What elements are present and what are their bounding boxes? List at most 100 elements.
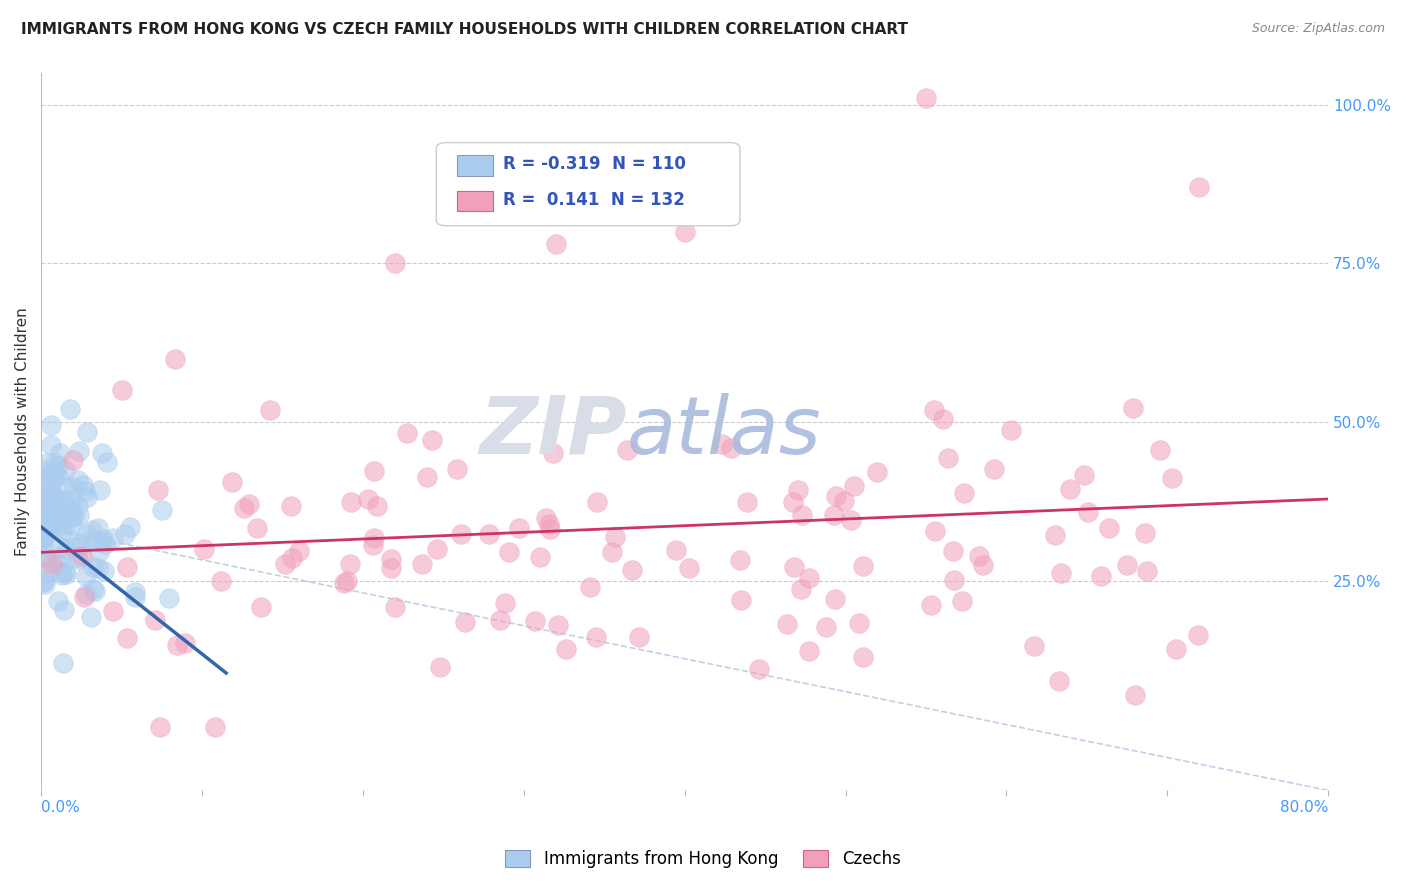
FancyBboxPatch shape [436, 143, 740, 226]
Point [1166, 641, 1188, 656]
Point [110, 384, 132, 398]
Point [53, 565, 76, 579]
Point [56, 480, 79, 494]
Text: IMMIGRANTS FROM HONG KONG VS CZECH FAMILY HOUSEHOLDS WITH CHILDREN CORRELATION C: IMMIGRANTS FROM HONG KONG VS CZECH FAMIL… [21, 22, 908, 37]
Point [32, 512, 55, 526]
Point [65, 540, 87, 554]
Point [1077, 505, 1099, 519]
Point [453, 615, 475, 630]
Point [953, 486, 976, 500]
Point [616, 442, 638, 457]
Point [55, 498, 77, 512]
Point [380, 551, 402, 566]
Point [75, 526, 97, 541]
Point [943, 573, 966, 587]
Point [46, 594, 69, 608]
Point [336, 574, 359, 588]
Point [380, 561, 402, 575]
Legend: Immigrants from Hong Kong, Czechs: Immigrants from Hong Kong, Czechs [499, 843, 907, 875]
Point [82, 560, 104, 574]
Point [67, 508, 90, 523]
Point [1050, 566, 1073, 580]
Point [586, 494, 609, 508]
Point [34, 577, 56, 591]
Point [605, 530, 627, 544]
Point [673, 225, 696, 239]
Point [32, 500, 55, 514]
Point [32, 531, 55, 545]
Point [32, 574, 55, 588]
Point [537, 516, 560, 531]
Point [38, 522, 60, 536]
Point [844, 478, 866, 492]
Point [790, 582, 813, 596]
Point [35, 517, 58, 532]
Point [823, 508, 845, 522]
Point [416, 470, 439, 484]
Point [45, 458, 67, 473]
Point [146, 483, 169, 497]
Point [1059, 482, 1081, 496]
Point [51, 506, 73, 520]
Point [508, 520, 530, 534]
Point [274, 557, 297, 571]
Point [1188, 180, 1211, 194]
Point [48, 519, 70, 533]
Point [259, 403, 281, 417]
Point [1090, 569, 1112, 583]
Point [32, 468, 55, 483]
Text: R = -0.319  N = 110: R = -0.319 N = 110 [503, 155, 686, 173]
Point [41, 557, 63, 571]
Point [39, 418, 62, 433]
Point [1149, 443, 1171, 458]
Point [37, 486, 59, 500]
Point [489, 613, 512, 627]
Point [839, 512, 862, 526]
Point [42, 472, 65, 486]
Point [87, 521, 110, 535]
Point [166, 638, 188, 652]
Point [157, 591, 180, 605]
Point [41, 489, 63, 503]
Point [411, 557, 433, 571]
Point [31, 511, 53, 525]
Point [1073, 467, 1095, 482]
Point [124, 590, 146, 604]
Point [84, 584, 107, 599]
Point [221, 475, 243, 489]
Point [920, 598, 942, 612]
Text: 80.0%: 80.0% [1279, 800, 1329, 815]
Point [233, 501, 256, 516]
Text: ZIP: ZIP [479, 392, 627, 471]
Point [59, 401, 82, 416]
Point [48, 507, 70, 521]
Point [34, 498, 56, 512]
Point [89, 483, 111, 498]
Point [31, 463, 53, 477]
Point [49, 540, 72, 554]
Point [38, 508, 60, 523]
Point [554, 642, 576, 657]
Point [824, 591, 846, 606]
Point [1135, 526, 1157, 541]
Point [280, 500, 302, 514]
Point [494, 596, 516, 610]
Point [579, 580, 602, 594]
Point [87, 545, 110, 559]
Point [967, 549, 990, 563]
Text: 0.0%: 0.0% [41, 800, 80, 815]
Point [76, 490, 98, 504]
Point [799, 644, 821, 658]
Point [936, 451, 959, 466]
Point [543, 446, 565, 460]
Point [620, 563, 643, 577]
Point [786, 483, 808, 497]
Point [782, 495, 804, 509]
Point [150, 503, 173, 517]
Point [52, 603, 75, 617]
Point [498, 545, 520, 559]
Point [93, 532, 115, 546]
Point [1049, 674, 1071, 689]
Point [585, 630, 607, 644]
Point [49, 565, 72, 579]
